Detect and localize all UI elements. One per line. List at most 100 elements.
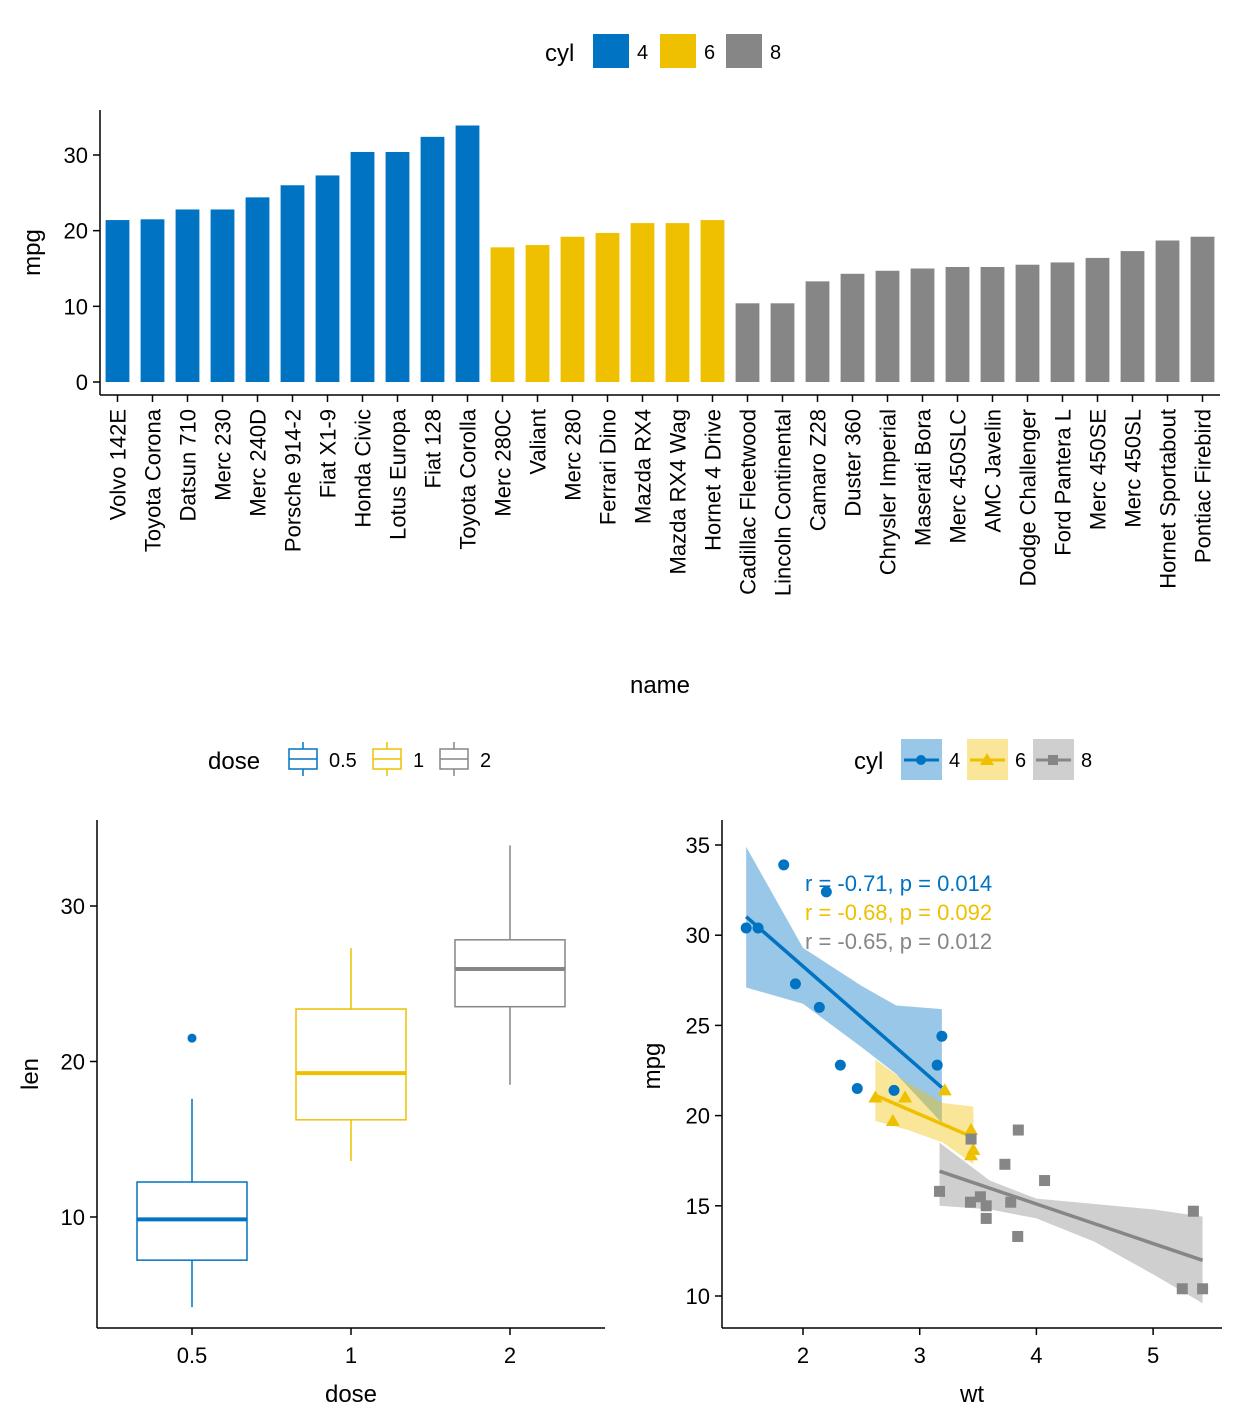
data-point xyxy=(937,1083,952,1096)
data-point xyxy=(1012,1230,1024,1242)
x-tick-label: Merc 450SE xyxy=(1086,409,1111,530)
bar xyxy=(350,151,375,382)
x-tick-label: AMC Javelin xyxy=(981,409,1006,532)
data-point xyxy=(964,1196,976,1208)
bar xyxy=(420,136,445,382)
legend-label: 8 xyxy=(1081,750,1092,772)
y-tick-label: 25 xyxy=(686,1013,710,1038)
x-axis-title: dose xyxy=(325,1381,377,1408)
x-tick-label: Honda Civic xyxy=(351,409,376,528)
x-tick-label: Mazda RX4 Wag xyxy=(666,409,691,574)
data-point xyxy=(980,1200,992,1212)
data-point xyxy=(740,922,752,934)
y-axis-title: mpg xyxy=(19,229,46,276)
x-tick-label: Ford Pantera L xyxy=(1051,409,1076,556)
y-tick-label: 0 xyxy=(76,370,88,395)
legend-title: cyl xyxy=(545,40,574,67)
bar xyxy=(105,220,130,382)
x-tick-label: Toyota Corona xyxy=(141,408,166,552)
regression-line xyxy=(938,1169,1204,1262)
data-point xyxy=(885,1114,900,1127)
x-tick-label: Merc 240D xyxy=(246,409,271,517)
x-tick-label: Porsche 914-2 xyxy=(281,409,306,552)
bar-chart: Volvo 142E Toyota Corona Datsun 710 Merc 23… xyxy=(19,34,1220,699)
bar xyxy=(910,268,935,382)
y-tick-label: 30 xyxy=(64,143,88,168)
bar xyxy=(490,247,515,382)
bar xyxy=(315,175,340,382)
legend-label: 0.5 xyxy=(329,750,357,772)
data-point xyxy=(964,1123,979,1136)
x-tick-label: Fiat 128 xyxy=(421,409,446,489)
data-point xyxy=(965,1133,977,1145)
data-point xyxy=(1187,1205,1199,1217)
legend-label: 4 xyxy=(949,750,960,772)
data-point xyxy=(1012,1124,1024,1136)
x-tick-label: Merc 450SL xyxy=(1121,409,1146,528)
data-point xyxy=(1039,1175,1051,1187)
x-tick-label: Ferrari Dino xyxy=(596,409,621,525)
x-tick-label: Merc 280 xyxy=(561,409,586,501)
data-point xyxy=(964,1148,979,1161)
bar xyxy=(525,245,550,382)
x-tick-label: Datsun 710 xyxy=(176,409,201,522)
scatter-plot: r = -0.71, p = 0.014 r = -0.68, p = 0.092… xyxy=(639,739,1222,1408)
data-point xyxy=(868,1090,883,1103)
legend-label: 1 xyxy=(413,750,424,772)
x-tick-label: Mazda RX4 xyxy=(631,409,656,524)
regression-line xyxy=(745,915,944,1089)
y-tick-label: 10 xyxy=(686,1284,710,1309)
data-point xyxy=(789,978,801,990)
x-axis-title: wt xyxy=(959,1381,984,1408)
x-tick-label: Lincoln Continental xyxy=(771,409,796,596)
y-tick-label: 15 xyxy=(686,1194,710,1219)
y-tick-label: 35 xyxy=(686,833,710,858)
x-tick-label: Lotus Europa xyxy=(386,408,411,540)
box xyxy=(454,939,566,1008)
data-point xyxy=(851,1083,863,1095)
legend-key-marker xyxy=(980,753,994,765)
data-point xyxy=(980,1212,992,1224)
bar xyxy=(595,232,620,382)
x-tick-label: Hornet 4 Drive xyxy=(701,409,726,551)
legend-key xyxy=(660,34,696,68)
x-tick-label: Dodge Challenger xyxy=(1016,409,1041,586)
x-tick-label: Valiant xyxy=(526,409,551,475)
bar xyxy=(245,197,270,382)
y-tick-label: 10 xyxy=(64,294,88,319)
legend-title: dose xyxy=(208,748,260,775)
legend-label: 6 xyxy=(704,42,715,64)
legend-key-marker xyxy=(1048,755,1058,765)
x-tick-label: 5 xyxy=(1147,1343,1159,1368)
y-tick-label: 10 xyxy=(61,1205,85,1230)
x-tick-label: Merc 450SLC xyxy=(946,409,971,544)
bar xyxy=(1015,264,1040,382)
x-tick-label: Pontiac Firebird xyxy=(1191,409,1216,563)
data-point xyxy=(778,859,790,871)
bar xyxy=(945,266,970,382)
correlation-annotation: r = -0.68, p = 0.092 xyxy=(805,900,992,925)
bar xyxy=(210,209,235,382)
bar xyxy=(630,223,655,382)
x-tick-label: Chrysler Imperial xyxy=(876,409,901,575)
bar xyxy=(735,303,760,382)
bar xyxy=(140,219,165,382)
data-point xyxy=(752,922,764,934)
data-point xyxy=(888,1084,900,1096)
y-axis-title: len xyxy=(17,1058,44,1090)
legend-key xyxy=(726,34,762,68)
y-tick-label: 20 xyxy=(61,1050,85,1075)
x-tick-label: Merc 230 xyxy=(211,409,236,501)
bar xyxy=(980,266,1005,382)
outlier-point xyxy=(187,1033,197,1043)
bar xyxy=(175,209,200,382)
x-tick-label: Maserati Bora xyxy=(911,408,936,546)
legend-title: cyl xyxy=(854,748,883,775)
x-tick-label: 0.5 xyxy=(177,1343,208,1368)
data-point xyxy=(931,1059,943,1071)
y-tick-label: 30 xyxy=(61,894,85,919)
legend-key-marker xyxy=(916,755,926,765)
x-tick-label: Fiat X1-9 xyxy=(316,409,341,498)
legend-label: 4 xyxy=(637,42,648,64)
data-point xyxy=(898,1090,913,1103)
